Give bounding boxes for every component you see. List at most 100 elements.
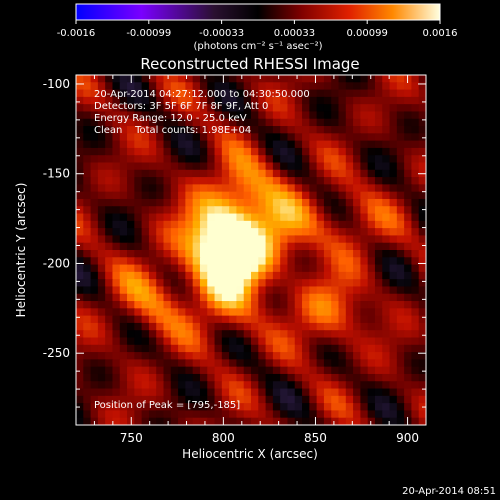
heatmap-cell — [323, 206, 332, 215]
heatmap-cell — [302, 322, 310, 331]
heatmap-cell — [382, 111, 391, 120]
heatmap-cell — [338, 286, 347, 295]
heatmap-cell — [251, 126, 259, 134]
heatmap-cell — [411, 133, 420, 142]
heatmap-cell — [127, 410, 135, 419]
heatmap-cell — [214, 344, 223, 353]
heatmap-cell — [207, 96, 216, 105]
heatmap-cell — [272, 118, 281, 127]
heatmap-cell — [360, 242, 369, 251]
heatmap-cell — [199, 133, 208, 142]
heatmap-cell — [287, 82, 296, 91]
heatmap-cell — [90, 96, 99, 105]
heatmap-cell — [338, 162, 347, 171]
heatmap-cell — [309, 286, 318, 295]
heatmap-cell — [134, 206, 143, 215]
heatmap-cell — [360, 322, 369, 331]
heatmap-cell — [345, 155, 354, 164]
heatmap-cell — [134, 250, 143, 258]
heatmap-cell — [382, 279, 391, 288]
heatmap-cell — [141, 184, 150, 193]
heatmap-cell — [331, 410, 340, 419]
heatmap-cell — [134, 126, 143, 134]
heatmap-cell — [214, 373, 223, 382]
heatmap-cell — [170, 330, 179, 339]
heatmap-cell — [367, 308, 376, 317]
heatmap-cell — [243, 395, 252, 404]
heatmap-cell — [382, 155, 391, 164]
heatmap-cell — [404, 373, 413, 382]
heatmap-cell — [382, 96, 391, 105]
heatmap-cell — [119, 206, 128, 215]
heatmap-cell — [170, 337, 179, 346]
heatmap-cell — [309, 293, 318, 302]
heatmap-cell — [389, 250, 398, 258]
heatmap-cell — [396, 242, 405, 251]
heatmap-cell — [360, 344, 369, 353]
heatmap-cell — [316, 184, 325, 193]
heatmap-cell — [411, 126, 420, 134]
heatmap-cell — [178, 352, 186, 360]
heatmap-cell — [214, 198, 223, 207]
heatmap-cell — [367, 373, 376, 382]
heatmap-cell — [287, 359, 296, 368]
heatmap-cell — [148, 126, 157, 134]
heatmap-cell — [192, 403, 201, 412]
heatmap-cell — [236, 352, 245, 360]
heatmap-cell — [163, 395, 172, 404]
heatmap-cell — [265, 177, 274, 185]
heatmap-cell — [411, 250, 420, 258]
heatmap-cell — [411, 308, 420, 317]
heatmap-cell — [404, 359, 413, 368]
heatmap-cell — [280, 89, 289, 98]
heatmap-cell — [221, 213, 230, 222]
heatmap-cell — [97, 366, 106, 375]
heatmap-cell — [112, 286, 121, 295]
heatmap-cell — [404, 250, 413, 258]
heatmap-cell — [309, 198, 318, 207]
heatmap-cell — [236, 169, 245, 178]
heatmap-cell — [185, 417, 194, 425]
heatmap-cell — [148, 352, 157, 360]
heatmap-cell — [265, 286, 274, 295]
heatmap-cell — [345, 162, 354, 171]
heatmap-cell — [389, 257, 398, 266]
heatmap-cell — [389, 301, 398, 309]
heatmap-cell — [316, 140, 325, 149]
heatmap-cell — [374, 96, 383, 105]
heatmap-cell — [156, 75, 165, 83]
heatmap-cell — [214, 388, 223, 397]
heatmap-cell — [331, 118, 340, 127]
heatmap-cell — [221, 410, 230, 419]
heatmap-cell — [207, 82, 216, 91]
heatmap-cell — [360, 293, 369, 302]
heatmap-cell — [316, 359, 325, 368]
heatmap-cell — [287, 191, 296, 200]
heatmap-cell — [127, 140, 135, 149]
heatmap-cell — [199, 155, 208, 164]
heatmap-cell — [229, 315, 238, 324]
heatmap-cell — [338, 322, 347, 331]
heatmap-cell — [360, 315, 369, 324]
heatmap-cell — [76, 75, 84, 83]
heatmap-cell — [280, 75, 289, 83]
heatmap-cell — [331, 169, 340, 178]
heatmap-cell — [148, 373, 157, 382]
heatmap-cell — [374, 264, 383, 273]
heatmap-cell — [83, 366, 92, 375]
heatmap-cell — [134, 118, 143, 127]
heatmap-cell — [302, 184, 310, 193]
heatmap-cell — [287, 206, 296, 215]
heatmap-cell — [338, 403, 347, 412]
heatmap-cell — [258, 410, 267, 419]
heatmap-cell — [76, 213, 84, 222]
heatmap-cell — [97, 293, 106, 302]
heatmap-cell — [374, 213, 383, 222]
heatmap-cell — [382, 330, 391, 339]
heatmap-cell — [112, 191, 121, 200]
heatmap-cell — [294, 206, 303, 215]
heatmap-cell — [192, 96, 201, 105]
heatmap-cell — [214, 337, 223, 346]
heatmap-cell — [229, 75, 238, 83]
heatmap-cell — [97, 315, 106, 324]
